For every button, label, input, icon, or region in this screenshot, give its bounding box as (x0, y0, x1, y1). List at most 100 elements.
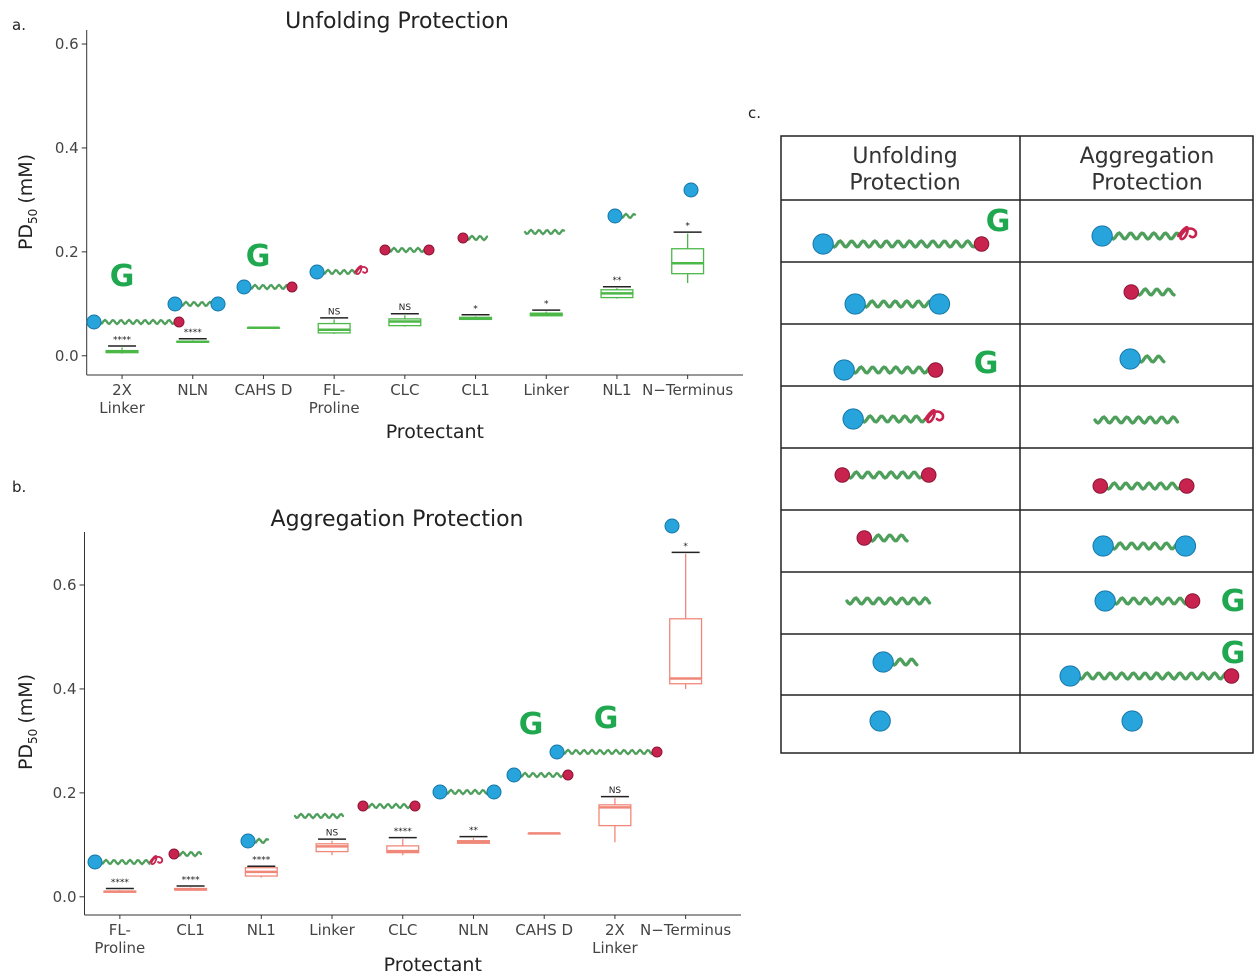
protein-domain (857, 531, 872, 546)
protein-linker (322, 270, 355, 274)
protein-domain (550, 745, 564, 759)
y-tick-label: 0.0 (53, 888, 77, 906)
protein-domain (310, 265, 324, 279)
box (670, 619, 702, 684)
annotation: G (974, 346, 999, 381)
protein-linker (1106, 483, 1181, 489)
text-line: Protection (1091, 170, 1202, 195)
protein-domain (1093, 479, 1108, 494)
protein-domain (563, 770, 573, 780)
annotation: G (1221, 636, 1246, 671)
significance-label: **** (111, 878, 130, 888)
protein-linker (525, 230, 564, 234)
panel-label: c. (748, 104, 761, 122)
y-axis-title-main: PD (15, 744, 37, 770)
x-axis-title: Protectant (386, 421, 484, 443)
annotation: G (519, 707, 544, 742)
significance-label: * (685, 222, 690, 232)
y-tick-label: 0.4 (53, 680, 77, 698)
annotation: G (1221, 584, 1246, 619)
protein-domain (174, 317, 184, 327)
text-line: Proline (309, 399, 360, 417)
significance-label: NS (328, 307, 341, 317)
protein-domain (608, 209, 622, 223)
protein-domain (237, 280, 251, 294)
protein-domain (1060, 666, 1080, 686)
significance-label: NS (326, 829, 339, 839)
protein-linker (1078, 673, 1225, 679)
panel-label: a. (12, 16, 26, 34)
protein-domain (410, 801, 420, 811)
protein-linker (831, 241, 975, 247)
protein-domain (870, 711, 890, 731)
protein-linker (249, 285, 288, 289)
protein-domain (928, 363, 943, 378)
protein-domain (358, 801, 368, 811)
figure: c. UnfoldingProtection AggregationProtec… (0, 0, 1254, 976)
protein-domain (652, 747, 662, 757)
significance-label: ** (469, 826, 479, 836)
y-axis-title-unit: (mM) (15, 674, 37, 724)
x-tick-label: CAHS D (235, 381, 293, 399)
protein-domain (87, 315, 101, 329)
protein-linker (177, 852, 201, 856)
protein-linker (1138, 356, 1164, 362)
y-tick-label: 0.0 (55, 347, 79, 365)
protein-domain (845, 294, 865, 314)
protein-domain (1122, 711, 1142, 731)
y-axis-title: PD50(mM) (15, 154, 40, 250)
protein-domain (433, 785, 447, 799)
significance-label: * (683, 542, 688, 552)
significance-label: NS (609, 786, 622, 796)
y-axis-title-sub: 50 (26, 209, 40, 224)
protein-linker (861, 416, 924, 422)
protein-linker (466, 236, 487, 240)
protein-domain (1185, 594, 1200, 609)
x-tick-label: Linker (523, 381, 569, 399)
x-tick-label: FL-Proline (94, 921, 145, 957)
annotation: G (246, 239, 271, 274)
protein-domain (929, 294, 949, 314)
protein-linker (388, 248, 426, 252)
protein-domain (380, 245, 390, 255)
text-line: 2X (112, 381, 132, 399)
protein-domain (835, 468, 850, 483)
protein-linker (848, 472, 923, 478)
annotation: G (594, 701, 619, 736)
protein-linker (295, 814, 343, 818)
annotation: G (110, 259, 135, 294)
x-tick-label: CLC (388, 921, 417, 939)
protein-linker (1137, 289, 1175, 295)
x-tick-label: NL1 (602, 381, 631, 399)
y-tick-label: 0.4 (55, 139, 79, 157)
protein-domain (88, 855, 102, 869)
table-border (781, 136, 1253, 753)
chart-title: Unfolding Protection (285, 9, 509, 34)
protein-domain (1120, 349, 1140, 369)
protein-linker (366, 804, 411, 808)
protein-domain (834, 360, 854, 380)
x-tick-label: CAHS D (515, 921, 573, 939)
y-tick-label: 0.6 (55, 35, 79, 53)
box (318, 324, 350, 333)
protein-domain (507, 768, 521, 782)
significance-label: **** (394, 827, 413, 837)
protein-tail (925, 410, 943, 422)
protein-linker (891, 659, 917, 665)
protein-linker (847, 598, 930, 604)
x-tick-label: NLN (458, 921, 489, 939)
protein-linker (870, 535, 908, 541)
x-tick-label: CL1 (461, 381, 489, 399)
protein-tail (355, 266, 367, 274)
x-tick-label: CLC (390, 381, 419, 399)
protein-tail (1178, 227, 1196, 239)
protein-domain (922, 468, 937, 483)
protein-domain (287, 282, 297, 292)
text-line: FL- (109, 921, 131, 939)
protein-domain (487, 785, 501, 799)
x-tick-label: 2XLinker (99, 381, 145, 417)
y-axis-title-main: PD (15, 224, 37, 250)
x-tick-label: CL1 (176, 921, 204, 939)
